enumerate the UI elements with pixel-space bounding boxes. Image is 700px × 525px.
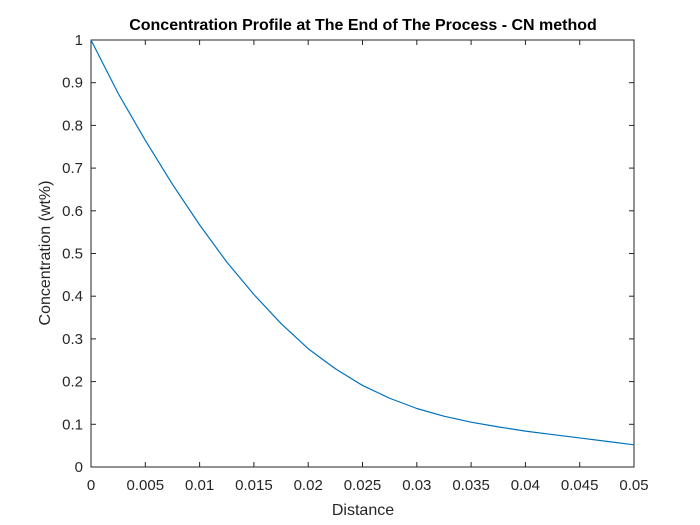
y-tick-label: 0.1 (62, 416, 83, 433)
x-tick-label: 0.04 (511, 477, 540, 494)
y-tick-label: 0.3 (62, 331, 83, 348)
x-tick-label: 0.015 (235, 477, 273, 494)
y-tick-label: 0.2 (62, 374, 83, 391)
x-tick-label: 0.045 (561, 477, 599, 494)
y-tick-label: 0 (75, 459, 83, 476)
x-tick-label: 0.03 (402, 477, 431, 494)
x-tick-label: 0.005 (127, 477, 165, 494)
y-tick-label: 0.4 (62, 288, 83, 305)
x-tick-label: 0 (87, 477, 95, 494)
x-tick-label: 0.02 (294, 477, 323, 494)
y-axis-label: Concentration (wt%) (37, 181, 54, 326)
series-layer (90, 39, 635, 446)
y-tick-label: 0.7 (62, 160, 83, 177)
series-line-0 (90, 39, 635, 446)
plot-area (90, 39, 635, 468)
x-axis-label: Distance (332, 502, 394, 519)
x-tick-label: 0.025 (344, 477, 382, 494)
y-axis: 0 0.1 0.2 0.3 0.4 0.5 0.6 0.7 0.8 0.9 1 (62, 32, 634, 476)
chart-title: Concentration Profile at The End of The … (129, 17, 597, 34)
x-tick-label: 0.01 (185, 477, 214, 494)
y-tick-label: 0.8 (62, 117, 83, 134)
y-tick-label: 0.6 (62, 203, 83, 220)
y-tick-label: 0.9 (62, 75, 83, 92)
plot-frame (90, 39, 635, 468)
y-tick-label: 0.5 (62, 246, 83, 263)
x-axis: 0 0.005 0.01 0.015 0.02 0.025 0.03 0.035 0.04 0.0… (87, 40, 649, 494)
y-tick-label: 1 (75, 32, 83, 49)
x-tick-label: 0.05 (619, 477, 648, 494)
x-tick-label: 0.035 (452, 477, 490, 494)
